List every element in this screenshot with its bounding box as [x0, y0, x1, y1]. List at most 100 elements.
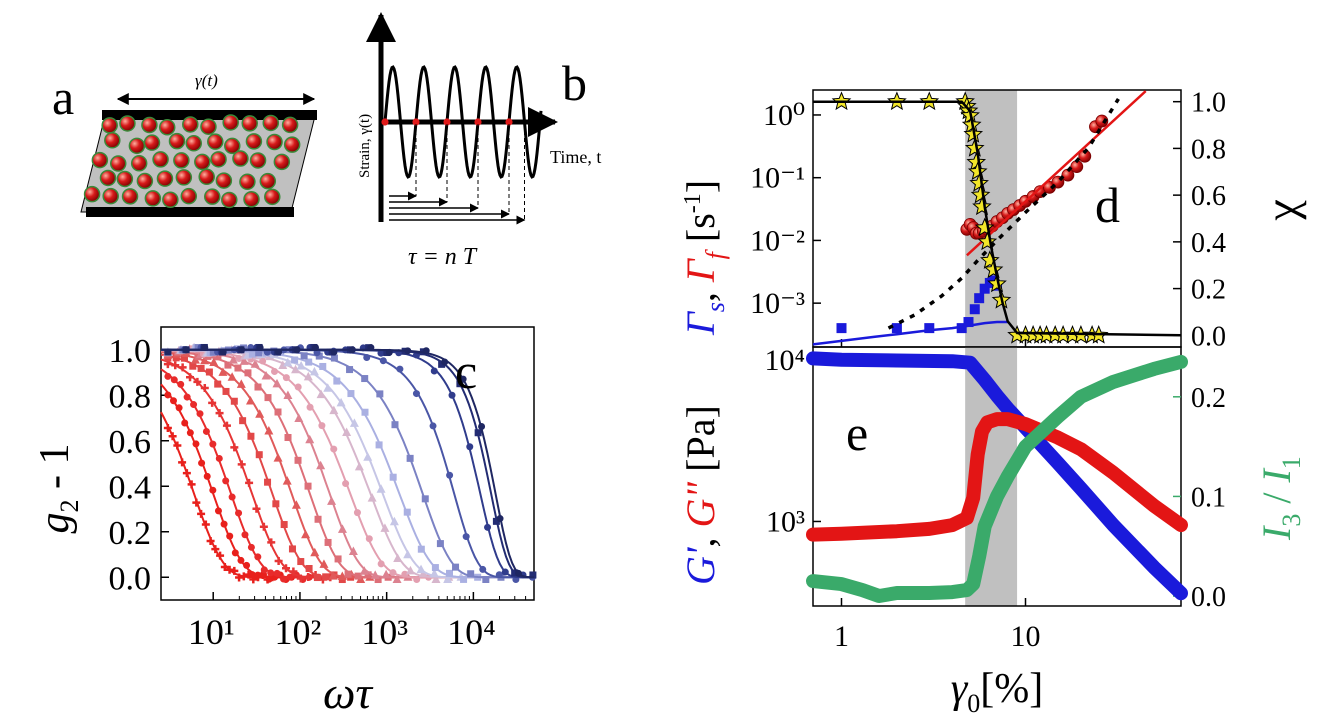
- particle: [173, 152, 190, 169]
- marker-c13: [452, 563, 460, 571]
- marker-c13: [391, 421, 399, 429]
- marker-c11: [336, 397, 346, 407]
- particle: [221, 191, 238, 209]
- marker-c10: [278, 360, 288, 370]
- marker-c01: [201, 520, 210, 529]
- marker-c12: [248, 350, 256, 358]
- marker-c09: [377, 560, 385, 568]
- marker-c01: [163, 423, 172, 432]
- marker-c05: [297, 558, 305, 566]
- particle: [200, 118, 217, 135]
- marker-c13: [406, 454, 414, 462]
- panel-e-label: e: [846, 405, 868, 461]
- y-left-tick-label: 10⁻³: [750, 287, 805, 320]
- marker-c10: [418, 568, 428, 578]
- point-chi: [964, 138, 985, 157]
- marker-c08: [348, 546, 358, 555]
- marker-c11: [283, 357, 293, 367]
- particle: [182, 116, 199, 133]
- marker-c17: [256, 343, 264, 351]
- marker-c02: [181, 419, 189, 427]
- x-axis-label: γ0[%]: [951, 666, 1044, 718]
- point-chi: [983, 259, 1004, 279]
- marker-c13: [436, 540, 444, 548]
- marker-c02: [220, 520, 228, 528]
- marker-c03: [190, 401, 198, 409]
- marker-c06: [209, 357, 219, 366]
- marker-c09: [353, 509, 361, 517]
- marker-c09: [342, 480, 350, 488]
- particle: [83, 185, 101, 203]
- particle: [224, 137, 241, 155]
- y-right-axis-label: I3 / I1: [1254, 456, 1306, 541]
- marker-c15: [430, 367, 438, 375]
- point-chi: [977, 231, 998, 251]
- point-gamma-s: [979, 283, 990, 294]
- marker-c13: [361, 375, 369, 383]
- y-tick-label: 0.2: [109, 515, 152, 552]
- marker-c13: [300, 352, 308, 360]
- particle: [273, 153, 291, 171]
- tau-label: τ = n T: [408, 244, 478, 270]
- top-plate: [102, 110, 317, 120]
- strobe-point: [474, 118, 482, 126]
- marker-c03: [164, 372, 172, 380]
- marker-c16: [438, 360, 446, 368]
- marker-c17: [275, 348, 283, 356]
- marker-c06: [255, 409, 265, 418]
- marker-c15: [501, 568, 509, 576]
- y-left-tick-label: 10⁻¹: [750, 162, 805, 195]
- marker-c09: [282, 374, 290, 382]
- marker-c05: [214, 380, 222, 388]
- marker-c05: [239, 417, 247, 425]
- particle: [121, 188, 139, 205]
- marker-c02: [164, 391, 172, 399]
- y-right-tick-label: 0.1: [1191, 482, 1226, 513]
- marker-c01: [220, 563, 229, 572]
- particle: [102, 187, 119, 205]
- line-Γs fit: [812, 320, 1008, 346]
- particle: [249, 152, 267, 169]
- marker-c07: [364, 571, 372, 579]
- marker-c14: [495, 571, 503, 579]
- marker-c15: [448, 391, 456, 399]
- marker-c08: [337, 524, 347, 533]
- marker-c04: [289, 567, 298, 576]
- marker-c14: [363, 354, 371, 362]
- marker-c17: [219, 348, 227, 356]
- marker-c04: [245, 478, 254, 487]
- particle: [204, 188, 221, 205]
- marker-c11: [389, 516, 399, 526]
- marker-c02: [169, 397, 177, 405]
- y-right-tick-label: 0.2: [1191, 383, 1226, 414]
- marker-c12: [361, 408, 369, 416]
- point-gamma-s: [836, 323, 847, 334]
- marker-c09: [294, 383, 302, 391]
- marker-c17: [478, 422, 486, 430]
- marker-c12: [417, 545, 425, 553]
- point-gamma-s: [974, 293, 985, 304]
- marker-c03: [202, 427, 210, 435]
- particle: [180, 187, 198, 205]
- marker-c05: [264, 478, 272, 486]
- marker-c08: [239, 356, 249, 365]
- marker-c11: [376, 484, 386, 493]
- y-right-axis-label: χ: [1275, 199, 1326, 221]
- marker-c03: [247, 543, 255, 551]
- particle: [104, 132, 121, 149]
- marker-c08: [261, 371, 271, 380]
- marker-c01: [178, 458, 187, 467]
- series-G": [806, 412, 1188, 542]
- particle: [259, 172, 277, 190]
- marker-c13: [482, 575, 490, 583]
- particle: [243, 190, 260, 208]
- marker-c08: [228, 355, 238, 364]
- y-left-tick-label: 10⁻²: [750, 224, 805, 257]
- bottom-plate: [86, 207, 294, 217]
- particle: [136, 172, 154, 190]
- marker-c13: [315, 352, 323, 360]
- marker-c10: [342, 427, 352, 437]
- particle: [207, 133, 224, 150]
- marker-c12: [375, 441, 383, 449]
- marker-c02: [209, 486, 217, 494]
